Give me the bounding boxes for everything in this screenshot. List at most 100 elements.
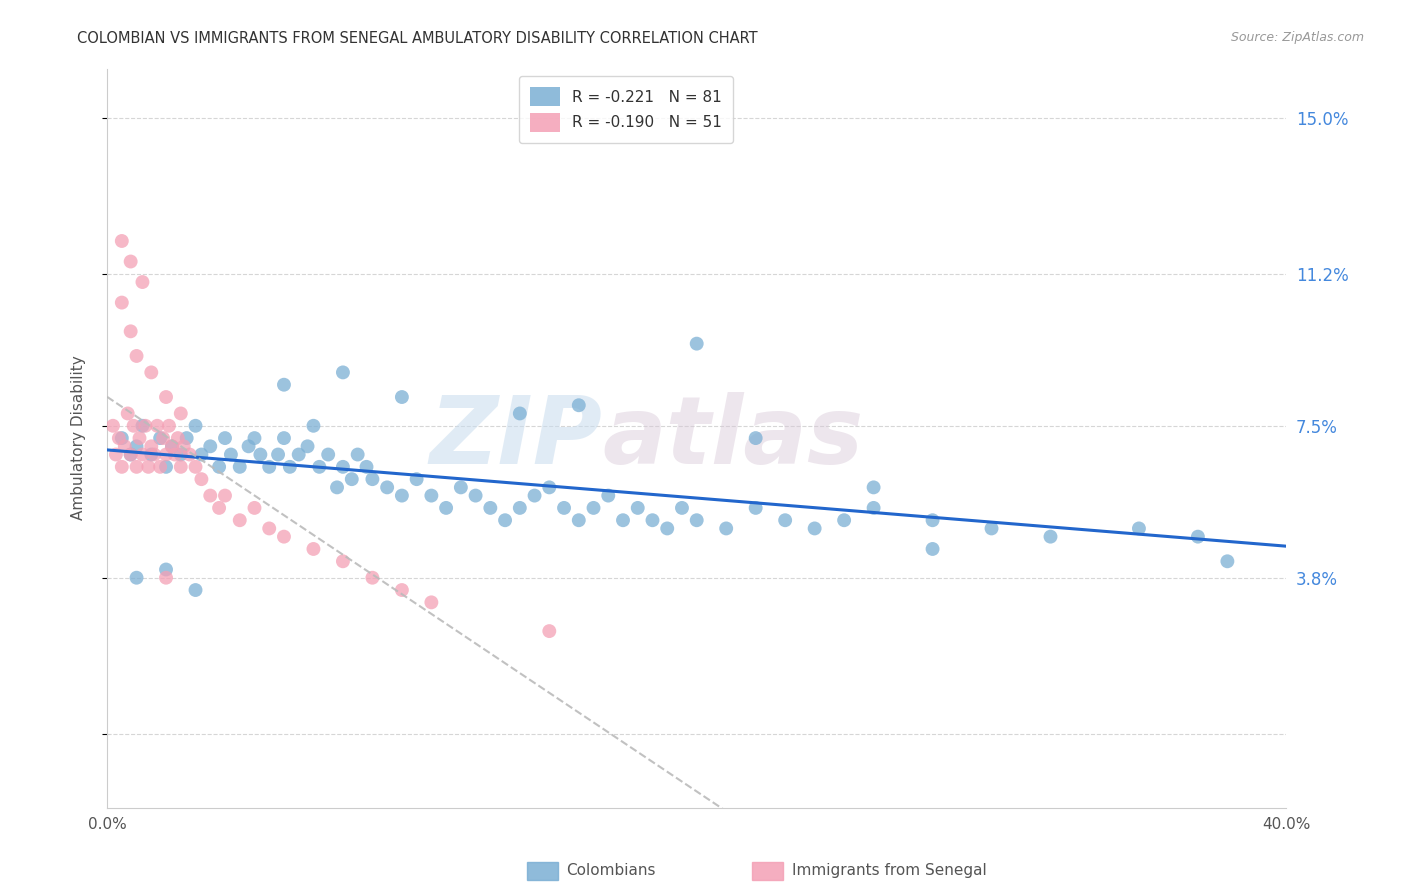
Point: [155, 571, 177, 585]
Point: [125, 571, 148, 585]
Point: [152, 431, 174, 445]
Point: [214, 431, 236, 445]
Point: [714, 521, 737, 535]
Point: [450, 480, 472, 494]
Point: [326, 480, 349, 494]
Point: [553, 500, 575, 515]
Point: [657, 521, 679, 535]
Point: [170, 407, 193, 421]
Point: [111, 295, 134, 310]
Point: [160, 439, 183, 453]
Point: [568, 513, 591, 527]
Point: [332, 459, 354, 474]
Point: [316, 448, 339, 462]
Point: [1128, 521, 1150, 535]
Point: [170, 448, 193, 462]
Text: ZIP: ZIP: [429, 392, 602, 484]
Point: [117, 407, 139, 421]
Point: [155, 562, 177, 576]
Point: [686, 513, 709, 527]
Point: [141, 448, 163, 462]
Point: [141, 439, 163, 453]
Text: Colombians: Colombians: [567, 863, 657, 878]
Point: [627, 500, 650, 515]
Point: [568, 398, 591, 412]
Point: [184, 459, 207, 474]
Point: [108, 431, 131, 445]
Point: [405, 472, 427, 486]
Point: [479, 500, 502, 515]
Point: [509, 407, 531, 421]
Point: [114, 439, 136, 453]
Point: [803, 521, 825, 535]
Point: [229, 459, 252, 474]
Point: [356, 459, 378, 474]
Point: [101, 418, 124, 433]
Text: COLOMBIAN VS IMMIGRANTS FROM SENEGAL AMBULATORY DISABILITY CORRELATION CHART: COLOMBIAN VS IMMIGRANTS FROM SENEGAL AMB…: [77, 31, 758, 46]
Point: [120, 324, 142, 338]
Point: [131, 275, 153, 289]
Point: [862, 500, 884, 515]
Legend: R = -0.221   N = 81, R = -0.190   N = 51: R = -0.221 N = 81, R = -0.190 N = 51: [519, 76, 733, 143]
Point: [170, 459, 193, 474]
Point: [340, 472, 363, 486]
Point: [361, 571, 384, 585]
Point: [141, 365, 163, 379]
Point: [200, 439, 222, 453]
Point: [1039, 530, 1062, 544]
Point: [208, 500, 231, 515]
Point: [434, 500, 457, 515]
Point: [190, 448, 212, 462]
Point: [243, 431, 266, 445]
Point: [641, 513, 664, 527]
Point: [538, 624, 561, 639]
Point: [166, 431, 188, 445]
Point: [464, 489, 486, 503]
Point: [391, 489, 413, 503]
Point: [157, 418, 180, 433]
Point: [208, 459, 231, 474]
Point: [155, 390, 177, 404]
Point: [131, 448, 153, 462]
Point: [832, 513, 855, 527]
Point: [1216, 554, 1239, 568]
Point: [523, 489, 546, 503]
Point: [744, 500, 766, 515]
Point: [238, 439, 260, 453]
Point: [200, 489, 222, 503]
Point: [111, 459, 134, 474]
Point: [125, 459, 148, 474]
Point: [122, 418, 145, 433]
Point: [176, 431, 198, 445]
Y-axis label: Ambulatory Disability: Ambulatory Disability: [72, 356, 86, 520]
Point: [257, 459, 280, 474]
Point: [120, 448, 142, 462]
Point: [302, 418, 325, 433]
Point: [190, 472, 212, 486]
Text: atlas: atlas: [602, 392, 863, 484]
Point: [125, 349, 148, 363]
Point: [219, 448, 242, 462]
Point: [538, 480, 561, 494]
Point: [143, 448, 166, 462]
Point: [273, 431, 295, 445]
Point: [243, 500, 266, 515]
Point: [155, 448, 177, 462]
Point: [184, 418, 207, 433]
Point: [278, 459, 301, 474]
Text: Immigrants from Senegal: Immigrants from Senegal: [792, 863, 987, 878]
Point: [163, 448, 186, 462]
Point: [267, 448, 290, 462]
Point: [257, 521, 280, 535]
Point: [671, 500, 693, 515]
Point: [921, 541, 943, 556]
Point: [149, 431, 172, 445]
Point: [391, 390, 413, 404]
Point: [131, 418, 153, 433]
Point: [128, 431, 150, 445]
Point: [332, 365, 354, 379]
Point: [125, 439, 148, 453]
Point: [332, 554, 354, 568]
Point: [104, 448, 127, 462]
Point: [184, 582, 207, 597]
